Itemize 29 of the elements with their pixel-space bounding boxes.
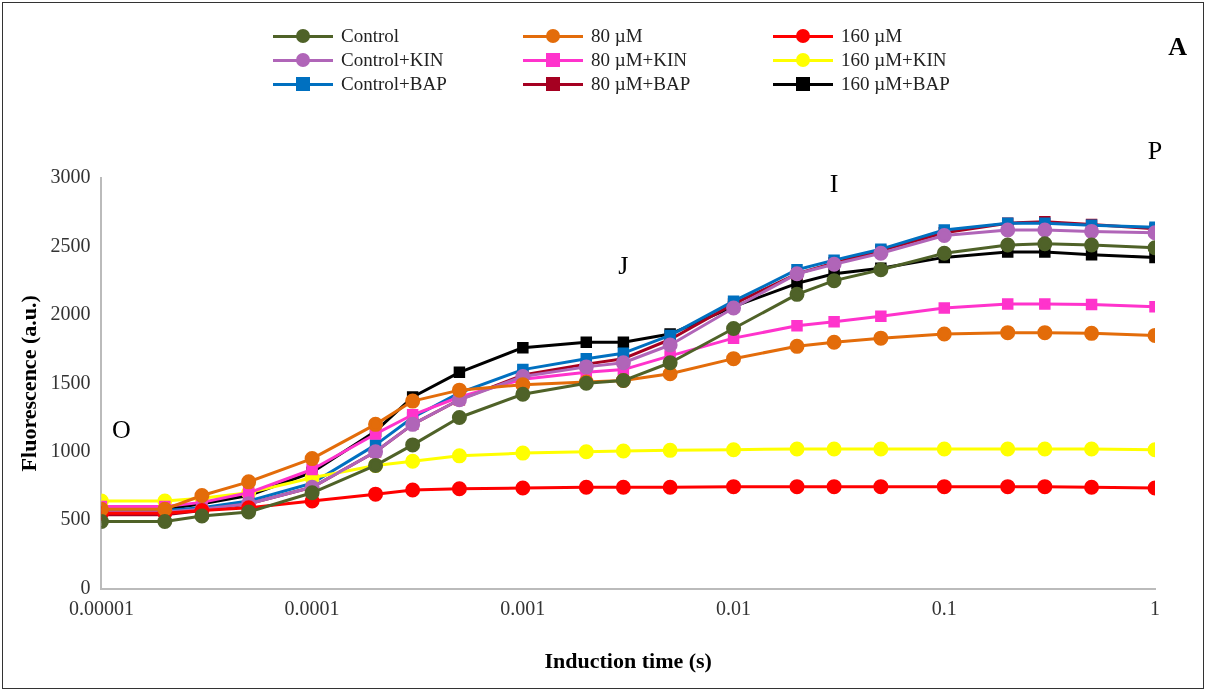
legend-label: Control+KIN bbox=[341, 49, 444, 71]
y-tick-label: 3000 bbox=[50, 165, 91, 188]
x-tick-label: 0.00001 bbox=[68, 596, 134, 619]
legend-label: 160 µM+BAP bbox=[841, 73, 950, 95]
y-tick-label: 2000 bbox=[50, 302, 91, 325]
x-tick-label: 1 bbox=[1150, 596, 1160, 619]
y-tick-label: 1500 bbox=[50, 370, 91, 393]
y-tick-label: 2500 bbox=[50, 233, 91, 256]
x-axis-title: Induction time (s) bbox=[544, 648, 712, 674]
annotation: P bbox=[1147, 136, 1163, 166]
x-tick-label: 0.1 bbox=[931, 596, 957, 619]
legend-label: Control bbox=[341, 25, 400, 47]
y-tick-label: 0 bbox=[80, 575, 91, 598]
legend-label: 80 µM+BAP bbox=[591, 73, 691, 95]
annotation: O bbox=[112, 415, 131, 445]
x-tick-label: 0.001 bbox=[500, 596, 546, 619]
annotation: I bbox=[829, 168, 839, 198]
x-tick-label: 0.01 bbox=[716, 596, 752, 619]
x-tick-label: 0.0001 bbox=[284, 596, 340, 619]
y-tick-label: 500 bbox=[60, 507, 91, 530]
legend-label: 80 µM bbox=[591, 25, 643, 47]
legend-label: 160 µM bbox=[841, 25, 903, 47]
legend-label: 80 µM+KIN bbox=[591, 49, 688, 71]
legend-label: Control+BAP bbox=[341, 73, 447, 95]
y-tick-label: 1000 bbox=[50, 438, 91, 461]
text: A bbox=[1168, 31, 1188, 61]
annotation: J bbox=[618, 251, 629, 281]
legend-label: 160 µM+KIN bbox=[841, 49, 947, 71]
y-axis-title: Fluorescence (a.u.) bbox=[15, 295, 41, 472]
